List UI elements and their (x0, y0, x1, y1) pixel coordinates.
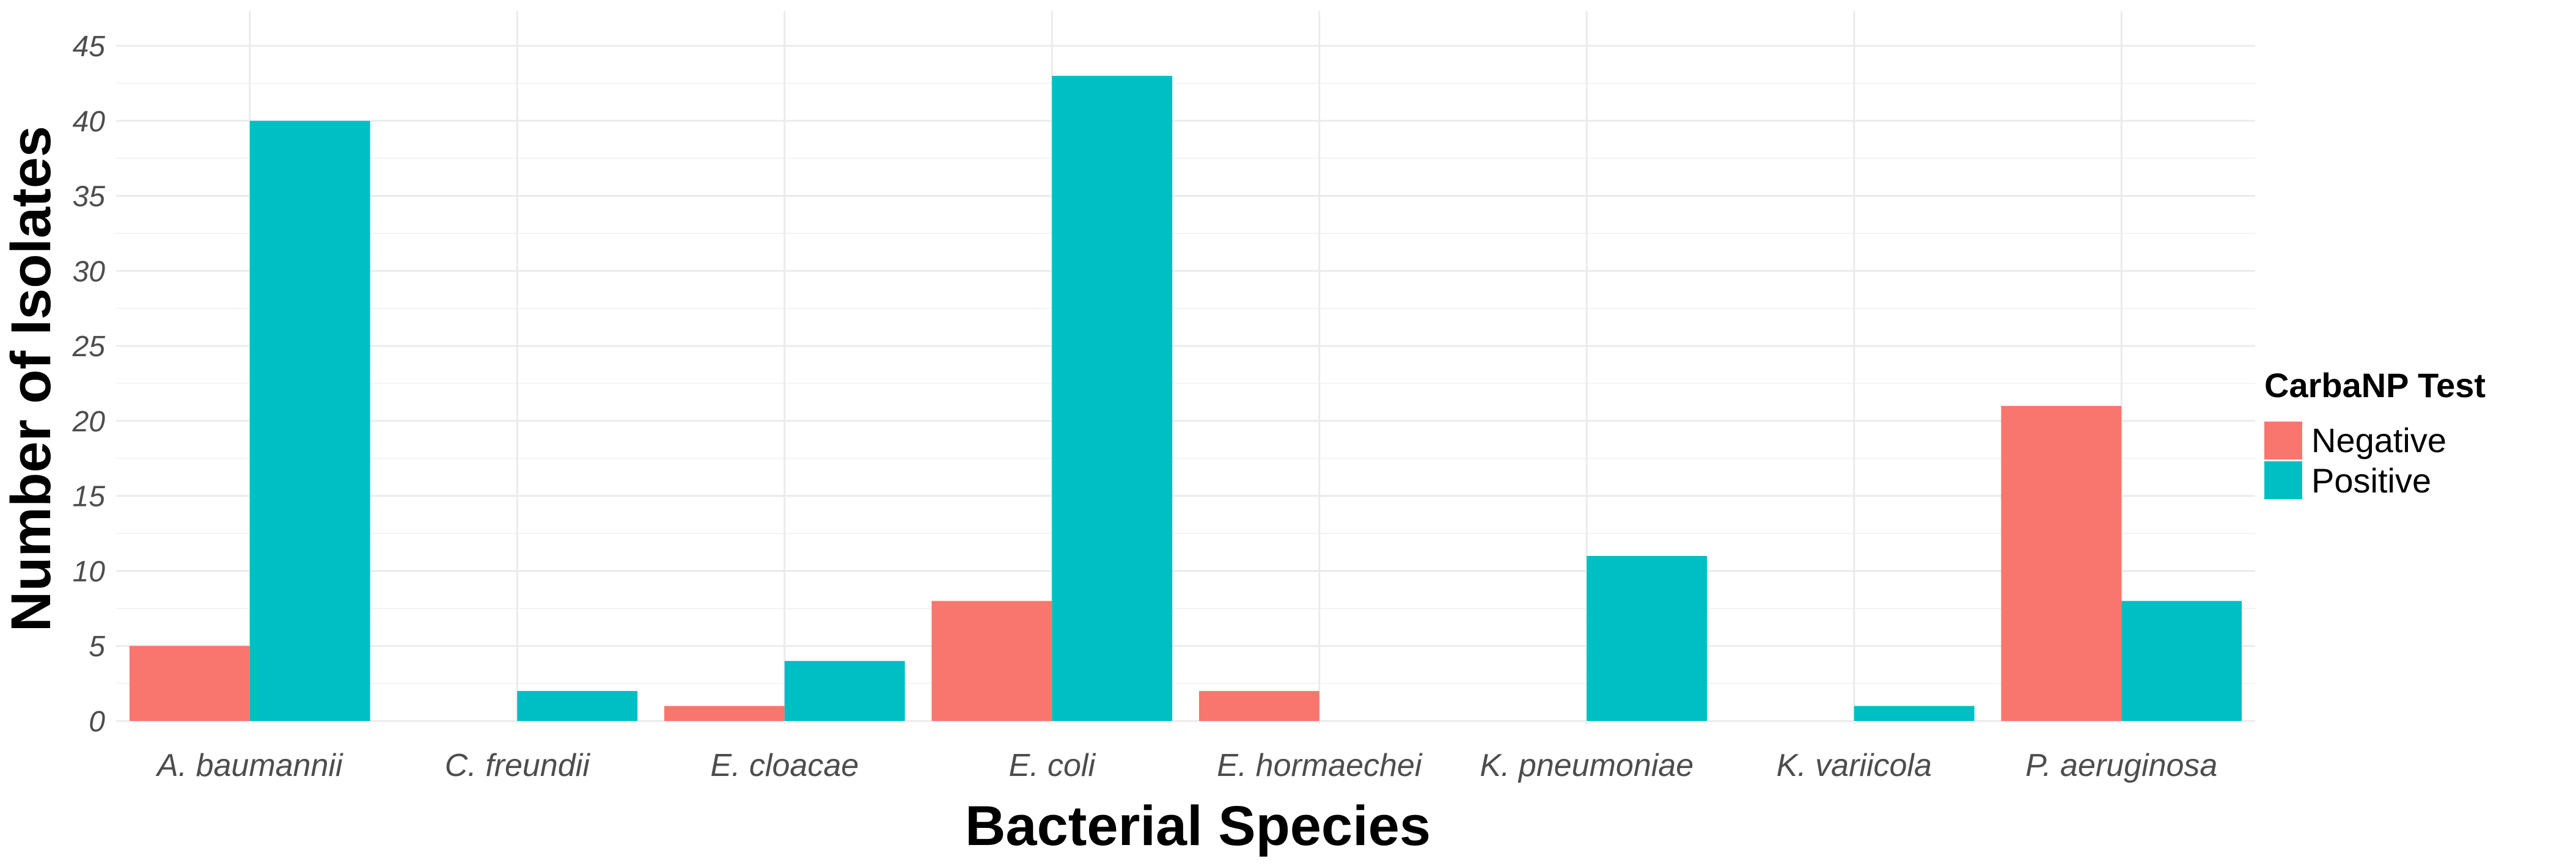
bar-positive-k-pneumoniae (1587, 555, 1708, 721)
y-tick-label: 45 (73, 31, 106, 63)
bar-positive-a-baumannii (249, 120, 370, 721)
legend: CarbaNP Test Negative Positive (2264, 366, 2486, 500)
bars (129, 76, 2242, 722)
y-tick-label: 25 (72, 331, 106, 363)
bar-positive-e-coli (1052, 76, 1173, 722)
bar-positive-k-variicola (1854, 706, 1975, 721)
y-tick-label: 0 (89, 706, 105, 738)
y-tick-label: 40 (73, 106, 106, 138)
y-tick-label: 35 (73, 181, 106, 213)
y-tick-label: 10 (73, 555, 106, 588)
bar-negative-a-baumannii (129, 646, 250, 721)
bar-positive-c-freundii (517, 690, 638, 721)
legend-swatch-positive (2264, 461, 2302, 499)
y-axis-title: Number of Isolates (0, 126, 62, 632)
x-tick-label: A. baumannii (155, 748, 343, 783)
x-tick-label: E. coli (1008, 748, 1096, 783)
x-tick-label: E. hormaechei (1217, 748, 1423, 783)
bar-negative-e-hormaechei (1198, 690, 1319, 721)
legend-title: CarbaNP Test (2264, 366, 2486, 404)
bar-negative-e-coli (931, 601, 1052, 721)
bar-positive-e-cloacae (784, 660, 905, 721)
x-tick-label: K. pneumoniae (1480, 748, 1693, 783)
x-tick-labels: A. baumannii C. freundii E. cloacae E. coli… (155, 748, 2217, 783)
x-tick-label: P. aeruginosa (2025, 748, 2217, 783)
y-tick-label: 20 (72, 406, 106, 438)
x-axis-title: Bacterial Species (965, 795, 1431, 857)
y-tick-labels: 0 5 10 15 20 25 30 35 40 45 (72, 31, 106, 738)
bar-negative-e-cloacae (664, 706, 785, 721)
y-tick-label: 30 (73, 255, 106, 288)
legend-swatch-negative (2264, 422, 2302, 459)
x-tick-label: E. cloacae (710, 748, 859, 783)
legend-label-negative: Negative (2311, 421, 2446, 459)
x-tick-label: C. freundii (445, 748, 590, 783)
y-tick-label: 15 (73, 481, 106, 513)
bar-negative-p-aeruginosa (2001, 406, 2122, 721)
legend-label-positive: Positive (2311, 461, 2431, 500)
y-tick-label: 5 (89, 631, 105, 663)
bar-positive-p-aeruginosa (2121, 601, 2242, 721)
minor-gridlines (116, 82, 2255, 684)
x-tick-label: K. variicola (1777, 748, 1932, 783)
